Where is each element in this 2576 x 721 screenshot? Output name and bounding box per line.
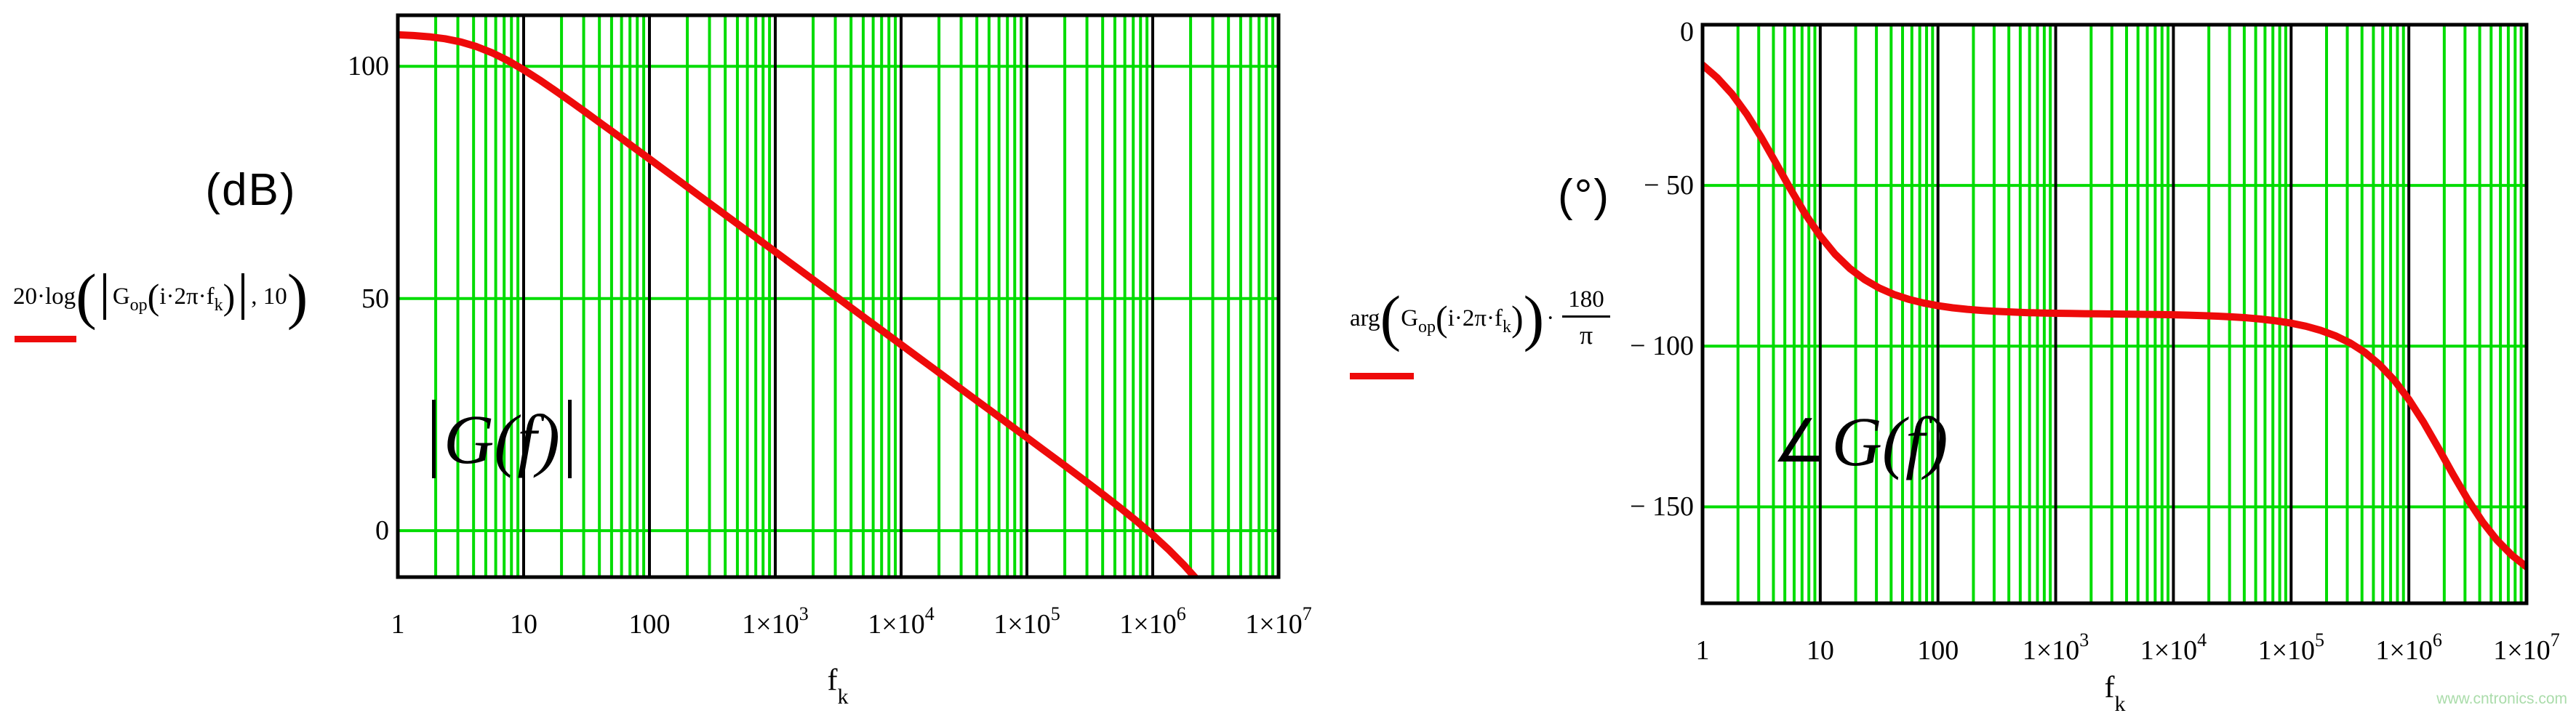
magnitude-trace <box>398 31 1200 577</box>
phase-plot-region[interactable] <box>1703 25 2527 603</box>
magnitude-plot-region[interactable] <box>398 15 1279 577</box>
phase-plot-border <box>1700 23 2529 605</box>
phase-trace <box>1703 61 2527 571</box>
magnitude-plot-border <box>396 13 1281 579</box>
